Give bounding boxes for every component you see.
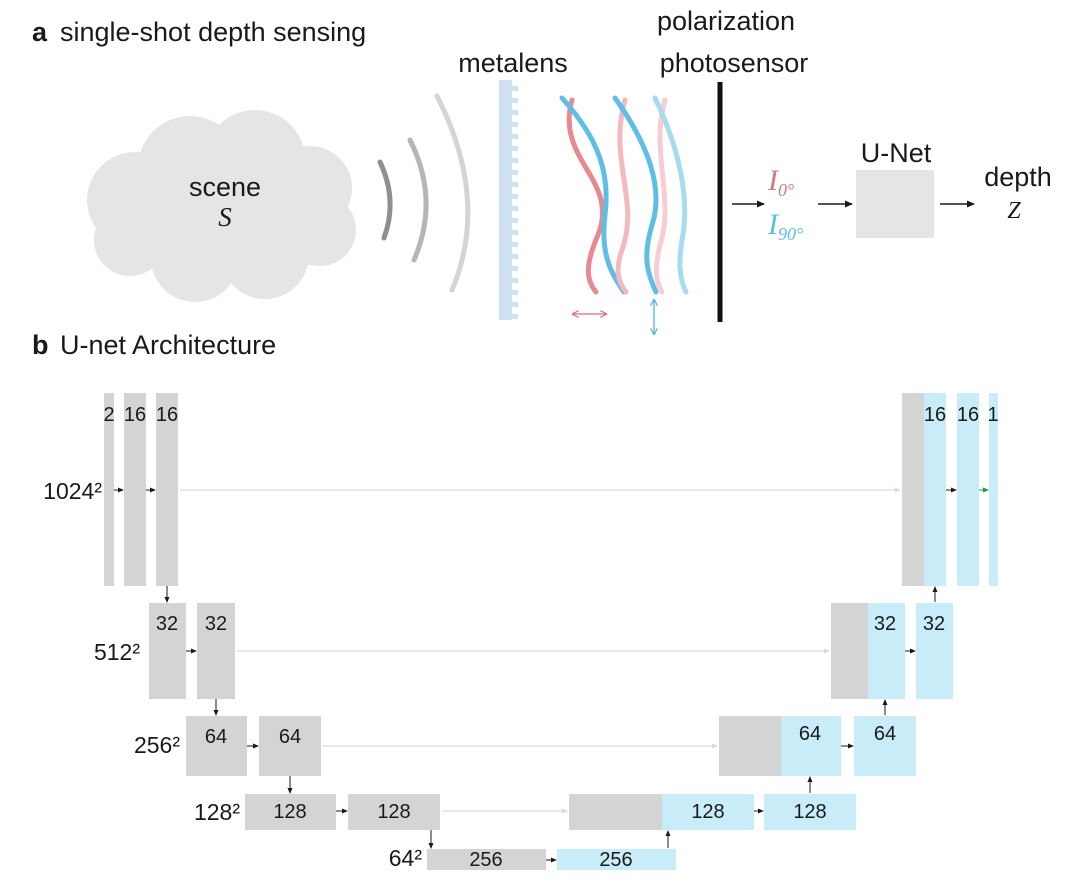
decoder-concat-block — [719, 716, 781, 776]
unet-label: U-Net — [861, 138, 932, 168]
i90-label: I90° — [767, 208, 803, 244]
metalens-nanostructure — [512, 218, 518, 223]
metalens-nanostructure — [512, 170, 518, 175]
channel-label: 32 — [205, 613, 227, 635]
resolution-label-128: 128² — [194, 799, 240, 825]
wave-red-2 — [615, 97, 631, 295]
channel-label: 32 — [156, 613, 178, 635]
metalens-label: metalens — [458, 48, 568, 78]
metalens — [499, 80, 518, 320]
bottleneck-encoder-block — [427, 849, 546, 870]
panel-a-title: single-shot depth sensing — [60, 17, 366, 47]
channel-label: 128 — [273, 801, 306, 823]
encoder-block — [104, 393, 114, 586]
resolution-label-256: 256² — [134, 732, 180, 758]
channel-label: 16 — [924, 404, 946, 426]
decoder-block — [924, 393, 946, 586]
decoder-concat-block — [569, 794, 662, 830]
unet-box — [856, 170, 934, 238]
metalens-nanostructure — [512, 302, 518, 307]
wave-red-3 — [653, 97, 668, 295]
metalens-nanostructure — [512, 230, 518, 235]
metalens-nanostructure — [512, 146, 518, 151]
channel-label: 16 — [957, 404, 979, 426]
metalens-nanostructure — [512, 98, 518, 103]
channel-label: 64 — [205, 726, 227, 748]
metalens-nanostructure — [512, 242, 518, 247]
channel-label: 256 — [599, 849, 632, 871]
channel-label: 16 — [156, 404, 178, 426]
resolution-label-64: 64² — [389, 845, 423, 871]
encoder-block — [197, 603, 235, 699]
panel-b-title: U-net Architecture — [60, 330, 276, 360]
encoder-block — [124, 393, 146, 586]
wavefront-arc-2 — [407, 137, 429, 263]
decoder-block — [854, 716, 916, 776]
wavefront-arc-3 — [434, 93, 471, 293]
channel-label: 16 — [124, 404, 146, 426]
resolution-label-1024: 1024² — [43, 478, 102, 504]
wave-red-1 — [566, 97, 606, 295]
decoder-block — [764, 794, 856, 830]
wave-blue-3 — [652, 95, 689, 295]
metalens-nanostructure — [512, 290, 518, 295]
channel-label: 32 — [874, 613, 896, 635]
metalens-nanostructure — [512, 206, 518, 211]
decoder-block — [662, 794, 754, 830]
resolution-label-512: 512² — [94, 639, 140, 665]
i0-label: I0° — [767, 164, 794, 200]
channel-label: 1 — [987, 404, 998, 426]
channel-label: 32 — [923, 613, 945, 635]
scene-label: scene — [189, 172, 261, 202]
channel-label: 128 — [377, 801, 410, 823]
sensor-label-line1: polarization — [657, 6, 795, 36]
decoder-concat-block — [902, 393, 924, 586]
encoder-block — [259, 716, 321, 776]
metalens-nanostructure — [512, 110, 518, 115]
wave-blue-1 — [559, 95, 627, 295]
metalens-nanostructure — [512, 278, 518, 283]
decoder-block — [781, 716, 841, 776]
scene-cloud — [87, 110, 356, 302]
metalens-nanostructure — [512, 122, 518, 127]
wavefront-arc-1 — [377, 159, 393, 241]
metalens-nanostructure — [512, 194, 518, 199]
panel-b-letter: b — [32, 330, 49, 360]
encoder-block — [245, 794, 336, 830]
encoder-block — [186, 716, 247, 776]
channel-label: 128 — [691, 801, 724, 823]
depth-symbol: Z — [1007, 198, 1021, 224]
channel-label: 64 — [799, 723, 821, 745]
decoder-concat-block — [831, 603, 868, 699]
encoder-block — [348, 794, 440, 830]
decoder-block — [868, 603, 905, 699]
metalens-nanostructure — [512, 182, 518, 187]
metalens-nanostructure — [512, 314, 518, 319]
metalens-nanostructure — [512, 134, 518, 139]
panel-b: b U-net Architecture 1024² 512² 256² 128… — [32, 330, 999, 871]
scene-symbol: S — [218, 202, 232, 232]
channel-label: 64 — [279, 726, 301, 748]
channel-label: 64 — [874, 723, 896, 745]
channel-label: 256 — [469, 849, 502, 871]
metalens-nanostructure — [512, 266, 518, 271]
bottleneck-decoder-block — [557, 849, 676, 870]
sensor-label-line2: photosensor — [660, 48, 809, 78]
encoder-block — [149, 603, 186, 699]
panel-a-letter: a — [32, 17, 48, 47]
channel-label: 128 — [793, 801, 826, 823]
metalens-nanostructure — [512, 158, 518, 163]
panel-a: a single-shot depth sensing scene S meta… — [32, 6, 1052, 334]
encoder-block — [156, 393, 178, 586]
channel-label: 2 — [103, 404, 114, 426]
depth-label: depth — [984, 162, 1052, 192]
decoder-block — [989, 393, 998, 586]
wave-blue-2 — [612, 95, 659, 295]
metalens-nanostructure — [512, 254, 518, 259]
decoder-block — [957, 393, 979, 586]
decoder-block — [916, 603, 953, 699]
metalens-nanostructure — [512, 86, 518, 91]
